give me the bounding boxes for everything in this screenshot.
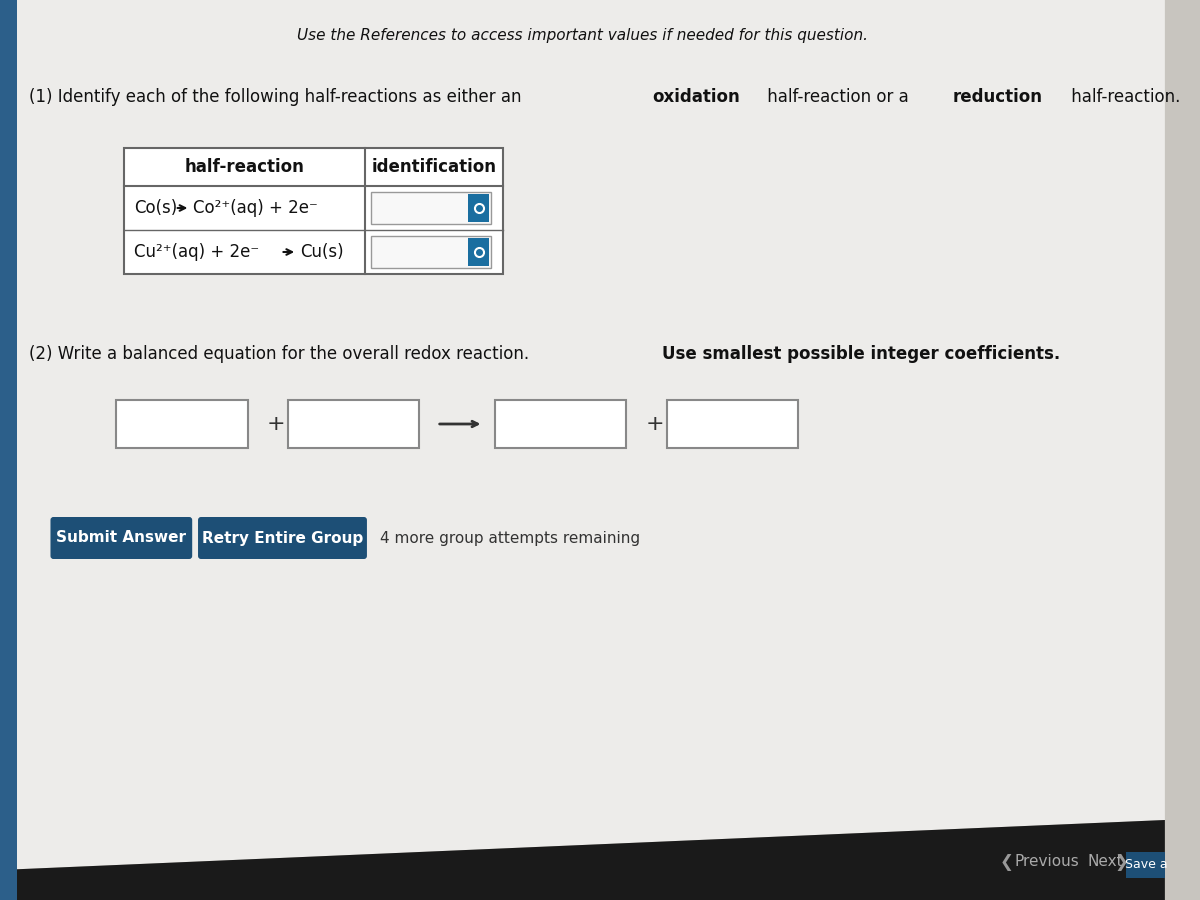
Text: 4 more group attempts remaining: 4 more group attempts remaining [379,530,640,545]
Text: half-reaction or a: half-reaction or a [762,88,914,106]
Text: +: + [646,414,664,434]
Text: Submit Answer: Submit Answer [56,530,186,545]
FancyBboxPatch shape [116,400,247,448]
Text: Save a: Save a [1126,859,1168,871]
Text: reduction: reduction [953,88,1043,106]
FancyBboxPatch shape [468,194,490,222]
Text: ❮: ❮ [1000,853,1014,871]
Text: Use smallest possible integer coefficients.: Use smallest possible integer coefficien… [662,345,1061,363]
Text: (1) Identify each of the following half-reactions as either an: (1) Identify each of the following half-… [29,88,527,106]
Text: Retry Entire Group: Retry Entire Group [202,530,364,545]
FancyBboxPatch shape [125,148,503,274]
Text: half-reaction: half-reaction [185,158,305,176]
Text: Next: Next [1087,854,1123,869]
FancyBboxPatch shape [667,400,798,448]
FancyBboxPatch shape [496,400,626,448]
Polygon shape [0,820,1165,900]
FancyBboxPatch shape [288,400,419,448]
FancyBboxPatch shape [371,236,491,268]
Text: Previous: Previous [1014,854,1079,869]
Text: Use the References to access important values if needed for this question.: Use the References to access important v… [296,28,868,43]
FancyBboxPatch shape [468,238,490,266]
Text: half-reaction.: half-reaction. [1066,88,1180,106]
Text: oxidation: oxidation [653,88,740,106]
FancyBboxPatch shape [198,517,367,559]
Text: Cu²⁺(aq) + 2e⁻: Cu²⁺(aq) + 2e⁻ [134,243,259,261]
Text: ❯: ❯ [1115,853,1128,871]
Text: Co(s): Co(s) [134,199,178,217]
Text: +: + [266,414,286,434]
Text: Cu(s): Cu(s) [300,243,343,261]
FancyBboxPatch shape [1126,852,1166,878]
Text: identification: identification [372,158,497,176]
Text: (2) Write a balanced equation for the overall redox reaction.: (2) Write a balanced equation for the ov… [29,345,534,363]
Text: Co²⁺(aq) + 2e⁻: Co²⁺(aq) + 2e⁻ [193,199,318,217]
Polygon shape [0,0,1165,870]
FancyBboxPatch shape [50,517,192,559]
FancyBboxPatch shape [371,192,491,224]
FancyBboxPatch shape [0,0,18,900]
